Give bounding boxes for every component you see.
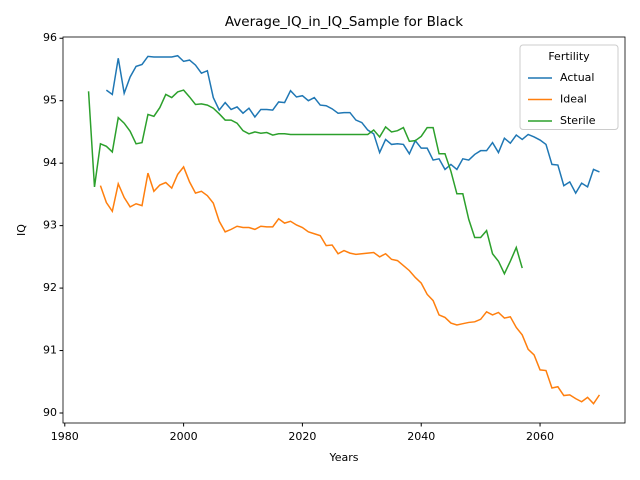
- y-axis-label: IQ: [15, 224, 28, 236]
- y-tick-label: 95: [43, 94, 57, 107]
- series-line: [87, 89, 523, 276]
- y-tick-label: 94: [43, 156, 57, 169]
- x-axis-label: Years: [328, 451, 358, 464]
- y-tick-label: 93: [43, 219, 57, 232]
- legend-box: [519, 44, 619, 130]
- x-tick-label: 1980: [51, 430, 79, 443]
- y-tick-label: 96: [43, 31, 57, 44]
- series-line: [99, 165, 601, 405]
- chart-title: Average_IQ_in_IQ_Sample for Black: [225, 14, 463, 30]
- x-tick-label: 2060: [526, 430, 554, 443]
- y-tick-label: 92: [43, 281, 57, 294]
- legend-label: Sterile: [560, 114, 596, 127]
- y-tick-label: 91: [43, 344, 57, 357]
- legend-label: Ideal: [560, 93, 587, 106]
- legend-title: Fertility: [548, 50, 590, 63]
- y-tick-label: 90: [43, 406, 57, 419]
- plot-frame: [62, 36, 626, 424]
- legend-label: Actual: [560, 71, 594, 84]
- x-tick-label: 2000: [170, 430, 198, 443]
- series-line: [105, 54, 600, 195]
- x-tick-label: 2020: [288, 430, 316, 443]
- x-tick-label: 2040: [407, 430, 435, 443]
